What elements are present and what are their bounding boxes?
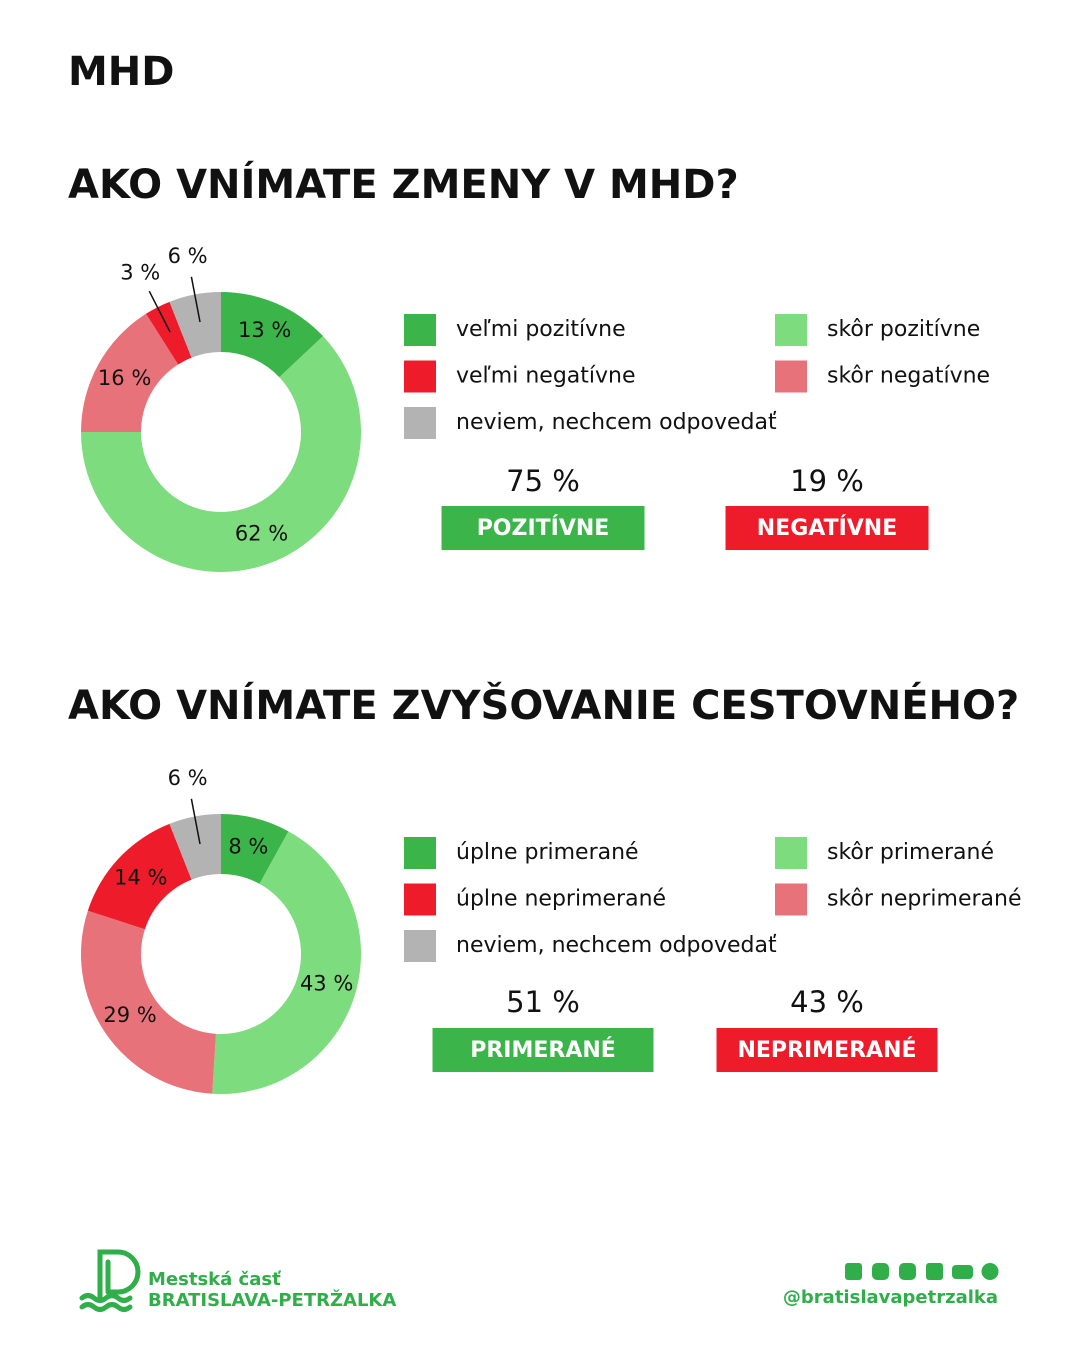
page-title: MHD	[68, 49, 174, 95]
leader-line	[190, 276, 201, 323]
legend-swatch	[404, 837, 436, 869]
value-label: 16 %	[98, 366, 151, 390]
legend-swatch	[775, 883, 807, 916]
summary-value: 75 %	[506, 464, 580, 498]
summary-name: NEGATÍVNE	[757, 515, 897, 541]
summary-box	[716, 1028, 938, 1072]
legend-swatch	[404, 314, 436, 346]
legend-swatch	[775, 360, 807, 393]
summary-box	[441, 506, 645, 550]
value-label: 8 %	[228, 834, 268, 858]
legend-swatch	[775, 314, 807, 346]
donut-segment	[221, 814, 289, 884]
icon-instagram[interactable]	[872, 1263, 889, 1280]
legend-swatch	[404, 360, 436, 393]
icon-facebook[interactable]	[845, 1263, 862, 1280]
summary-value: 19 %	[790, 464, 864, 498]
org-name: BRATISLAVA-PETRŽALKA	[148, 1289, 396, 1311]
donut-segment	[212, 831, 361, 1094]
summary-box	[432, 1028, 654, 1072]
chart-title: AKO VNÍMATE ZMENY V MHD?	[68, 160, 739, 208]
donut-segment	[145, 301, 192, 365]
legend-swatch	[404, 930, 436, 962]
value-label: 6 %	[168, 244, 208, 268]
donut-segment	[221, 292, 324, 378]
org-name: Mestská časť	[148, 1269, 282, 1290]
summary-value: 43 %	[790, 985, 864, 1019]
icon-youtube[interactable]	[952, 1265, 973, 1279]
summary-name: NEPRIMERANÉ	[737, 1037, 916, 1063]
leader-line	[148, 290, 171, 333]
summary-value: 51 %	[506, 985, 580, 1019]
icon-spotify[interactable]	[981, 1263, 999, 1280]
value-label: 43 %	[300, 972, 353, 996]
legend-label: úplne neprimerané	[456, 887, 666, 912]
legend-swatch	[404, 407, 436, 439]
icon-linkedin[interactable]	[926, 1263, 943, 1280]
summary-box	[725, 506, 929, 550]
legend-label: veľmi negatívne	[456, 364, 636, 389]
social-handle[interactable]: @bratislavapetrzalka	[783, 1287, 998, 1308]
legend-label: skôr pozitívne	[827, 317, 980, 342]
donut-segment	[87, 823, 192, 930]
value-label: 13 %	[238, 318, 291, 342]
donut-segment	[169, 814, 221, 880]
legend-label: veľmi pozitívne	[456, 317, 626, 342]
legend-label: skôr primerané	[827, 840, 994, 865]
donut-segment	[80, 910, 216, 1094]
donut-segment	[169, 292, 221, 358]
logo	[79, 1249, 141, 1312]
icon-threads[interactable]	[899, 1263, 916, 1280]
summary-name: POZITÍVNE	[477, 515, 610, 541]
value-label: 14 %	[114, 866, 167, 890]
chart-title: AKO VNÍMATE ZVYŠOVANIE CESTOVNÉHO?	[68, 681, 1019, 729]
value-label: 62 %	[235, 521, 288, 545]
legend-label: neviem, nechcem odpovedať	[456, 933, 777, 958]
donut-segment	[81, 313, 179, 432]
legend-label: skôr negatívne	[827, 364, 990, 389]
leader-line	[190, 798, 201, 845]
legend-swatch	[775, 837, 807, 869]
legend-label: neviem, nechcem odpovedať	[456, 410, 777, 435]
value-label: 6 %	[168, 766, 208, 790]
value-label: 3 %	[120, 260, 160, 284]
summary-name: PRIMERANÉ	[470, 1037, 616, 1063]
social-icons	[845, 1263, 999, 1280]
donut-segment	[81, 336, 361, 573]
legend-swatch	[404, 883, 436, 916]
legend-label: skôr neprimerané	[827, 887, 1022, 912]
value-label: 29 %	[103, 1003, 156, 1027]
legend-label: úplne primerané	[456, 840, 639, 865]
